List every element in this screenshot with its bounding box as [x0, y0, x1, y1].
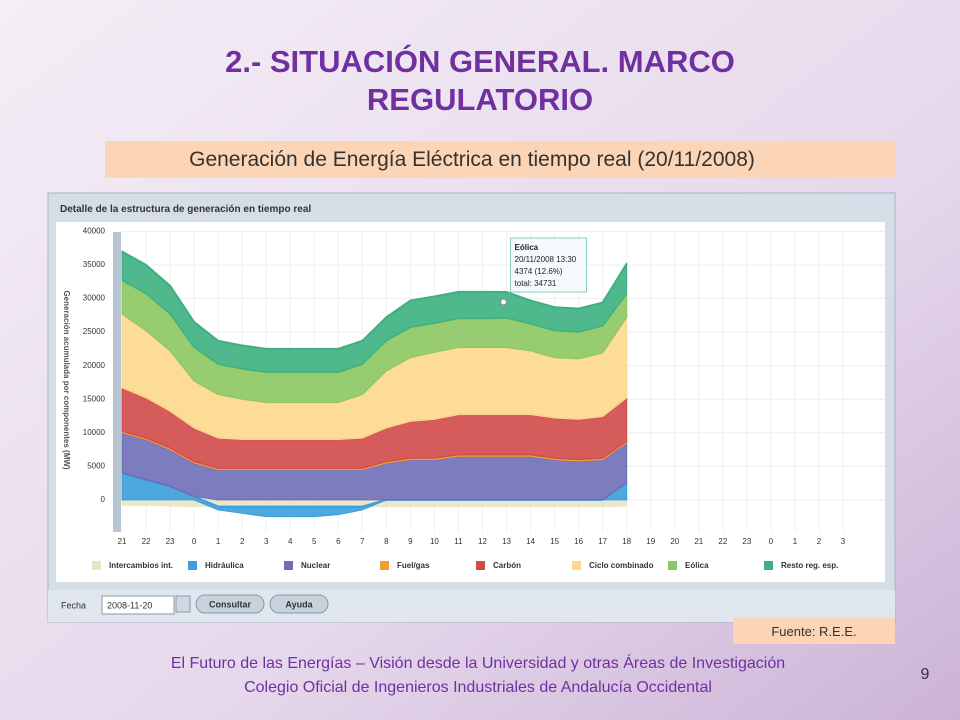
- x-tick-label: 19: [646, 537, 655, 546]
- legend-swatch: [380, 561, 389, 570]
- y-tick-label: 30000: [83, 294, 106, 303]
- legend-label: Ciclo combinado: [589, 561, 654, 570]
- x-tick-label: 10: [430, 537, 439, 546]
- legend-label: Nuclear: [301, 561, 330, 570]
- calendar-icon[interactable]: [175, 595, 191, 613]
- y-tick-label: 10000: [83, 428, 106, 437]
- x-tick-label: 2: [817, 537, 822, 546]
- footer-line: Colegio Oficial de Ingenieros Industrial…: [244, 679, 712, 696]
- tooltip: [510, 237, 588, 293]
- x-tick-label: 3: [841, 537, 846, 546]
- y-tick-label: 40000: [83, 227, 106, 236]
- x-tick-label: 18: [622, 537, 631, 546]
- slide-title: 2.- SITUACIÓN GENERAL. MARCO REGULATORIO: [225, 43, 735, 117]
- legend-swatch: [284, 561, 293, 570]
- tooltip-point: [500, 298, 508, 306]
- x-tick-label: 17: [598, 537, 607, 546]
- y-tick-label: 15000: [83, 394, 106, 403]
- x-tick-label: 6: [336, 537, 341, 546]
- source-box: [733, 618, 895, 644]
- legend-swatch: [188, 561, 197, 570]
- x-tick-label: 20: [670, 537, 679, 546]
- toolbar: [48, 590, 895, 622]
- legend-label: Hidráulica: [205, 561, 244, 570]
- x-tick-label: 22: [718, 537, 727, 546]
- legend-label: Intercambios int.: [109, 561, 173, 570]
- y-tick-label: 35000: [83, 260, 106, 269]
- subtitle-box: [105, 141, 895, 178]
- x-tick-label: 23: [166, 537, 175, 546]
- x-tick-label: 15: [550, 537, 559, 546]
- x-tick-label: 8: [384, 537, 389, 546]
- legend-label: Carbón: [493, 561, 521, 570]
- x-tick-label: 13: [502, 537, 511, 546]
- y-tick-label: 20000: [83, 361, 106, 370]
- help-button[interactable]: [269, 594, 329, 614]
- tooltip-text: 20/11/2008 13:30: [515, 255, 577, 264]
- y-tick-label: 5000: [87, 461, 105, 470]
- x-tick-label: 14: [526, 537, 535, 546]
- x-tick-label: 7: [360, 537, 365, 546]
- x-tick-label: 9: [408, 537, 413, 546]
- y-axis-label: Generación acumulada por componentes (MW…: [62, 290, 71, 469]
- area-edge: [121, 250, 628, 350]
- x-tick-label: 21: [694, 537, 703, 546]
- date-label: Fecha: [61, 600, 86, 610]
- x-tick-label: 0: [192, 537, 197, 546]
- tooltip-text: total: 34731: [515, 279, 557, 288]
- legend-swatch: [764, 561, 773, 570]
- consult-button[interactable]: [195, 594, 265, 614]
- x-tick-label: 4: [288, 537, 293, 546]
- legend-swatch: [572, 561, 581, 570]
- button-label: Consultar: [209, 599, 252, 609]
- x-tick-label: 1: [216, 537, 221, 546]
- x-tick-label: 12: [478, 537, 487, 546]
- legend-label: Resto reg. esp.: [781, 561, 838, 570]
- legend-label: Eólica: [685, 561, 709, 570]
- y-tick-label: 0: [101, 495, 106, 504]
- x-tick-label: 3: [264, 537, 269, 546]
- x-tick-label: 21: [118, 537, 127, 546]
- page-number: 9: [921, 666, 930, 683]
- x-tick-label: 23: [742, 537, 751, 546]
- x-tick-label: 16: [574, 537, 583, 546]
- x-tick-label: 5: [312, 537, 317, 546]
- x-tick-label: 22: [142, 537, 151, 546]
- legend-swatch: [668, 561, 677, 570]
- footer-line: El Futuro de las Energías – Visión desde…: [171, 653, 785, 672]
- x-tick-label: 0: [769, 537, 774, 546]
- panel-title: Detalle de la estructura de generación e…: [60, 204, 311, 215]
- source: Fuente: R.E.E.: [771, 624, 856, 639]
- legend-swatch: [92, 561, 101, 570]
- y-tick-label: 25000: [83, 327, 106, 336]
- x-tick-label: 2: [240, 537, 245, 546]
- x-tick-label: 1: [793, 537, 798, 546]
- tooltip-text: Eólica: [515, 243, 539, 252]
- button-label: Ayuda: [285, 599, 313, 609]
- tooltip-text: 4374 (12.6%): [515, 267, 563, 276]
- legend-label: Fuel/gas: [397, 561, 430, 570]
- x-tick-label: 11: [454, 537, 463, 546]
- date-input[interactable]: [101, 595, 175, 615]
- legend-swatch: [476, 561, 485, 570]
- left-bar: [113, 232, 121, 532]
- subtitle: Generación de Energía Eléctrica en tiemp…: [189, 148, 755, 171]
- date-value: 2008-11-20: [107, 600, 152, 610]
